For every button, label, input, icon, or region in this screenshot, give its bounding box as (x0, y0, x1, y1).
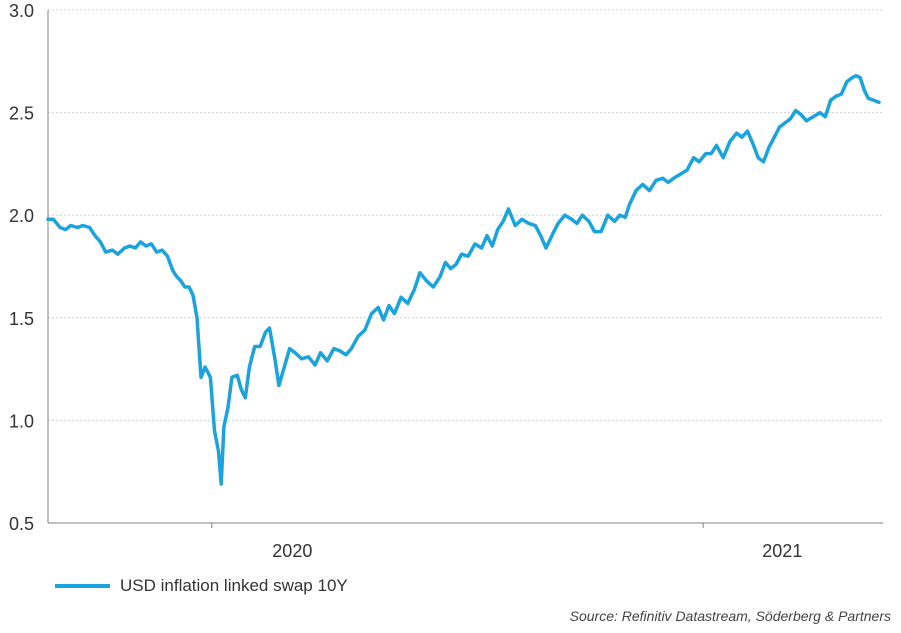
series-line (46, 73, 881, 486)
y-tick-label: 3.0 (9, 1, 34, 21)
legend: USD inflation linked swap 10Y (55, 576, 348, 596)
series-layer (46, 73, 881, 486)
source-note: Source: Refinitiv Datastream, Söderberg … (569, 608, 891, 624)
y-tick-label: 0.5 (9, 514, 34, 534)
axes (47, 10, 883, 528)
y-tick-label: 1.0 (9, 411, 34, 431)
y-tick-label: 1.5 (9, 309, 34, 329)
y-axis-ticks: 0.5 1.0 1.5 2.0 2.5 3.0 (9, 1, 34, 534)
x-tick-label: 2021 (762, 541, 802, 561)
x-tick-label: 2020 (272, 541, 312, 561)
legend-label: USD inflation linked swap 10Y (120, 576, 348, 595)
y-tick-label: 2.0 (9, 206, 34, 226)
legend-swatch (55, 584, 110, 588)
x-axis-ticks: 2020 2021 (272, 541, 802, 561)
y-tick-label: 2.5 (9, 104, 34, 124)
gridlines (48, 9, 883, 421)
